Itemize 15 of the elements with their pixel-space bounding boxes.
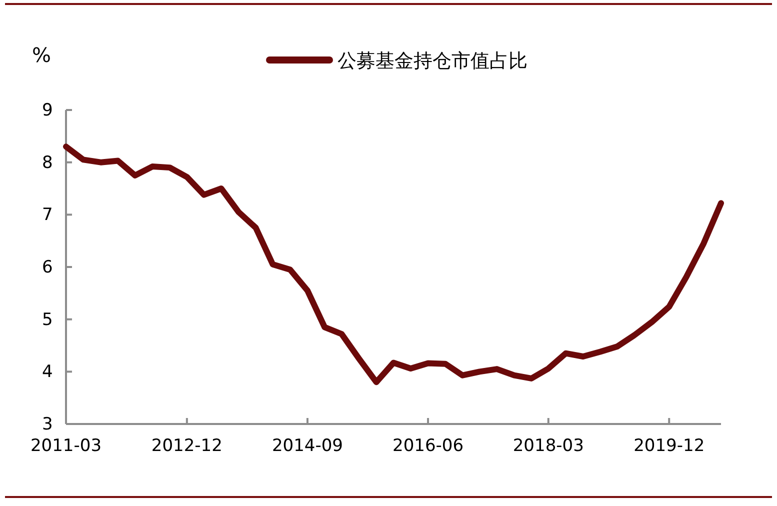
y-tick-label: 3 (42, 414, 53, 434)
x-tick-label: 2011-03 (30, 436, 102, 456)
y-tick-label: 6 (42, 257, 53, 278)
y-tick-label: 4 (42, 362, 53, 382)
x-tick-label: 2018-03 (512, 436, 584, 456)
x-tick-label: 2019-12 (634, 436, 705, 456)
y-axis-title: % (32, 43, 52, 67)
y-tick-label: 5 (42, 310, 53, 330)
legend-label: 公募基金持仓市值占比 (338, 50, 528, 72)
x-tick-label: 2016-06 (392, 436, 464, 456)
x-tick-label: 2014-09 (272, 436, 343, 456)
x-tick-label: 2012-12 (151, 436, 222, 456)
y-tick-label: 7 (42, 205, 53, 226)
y-tick-label: 8 (42, 152, 53, 173)
y-tick-label: 9 (42, 100, 53, 120)
